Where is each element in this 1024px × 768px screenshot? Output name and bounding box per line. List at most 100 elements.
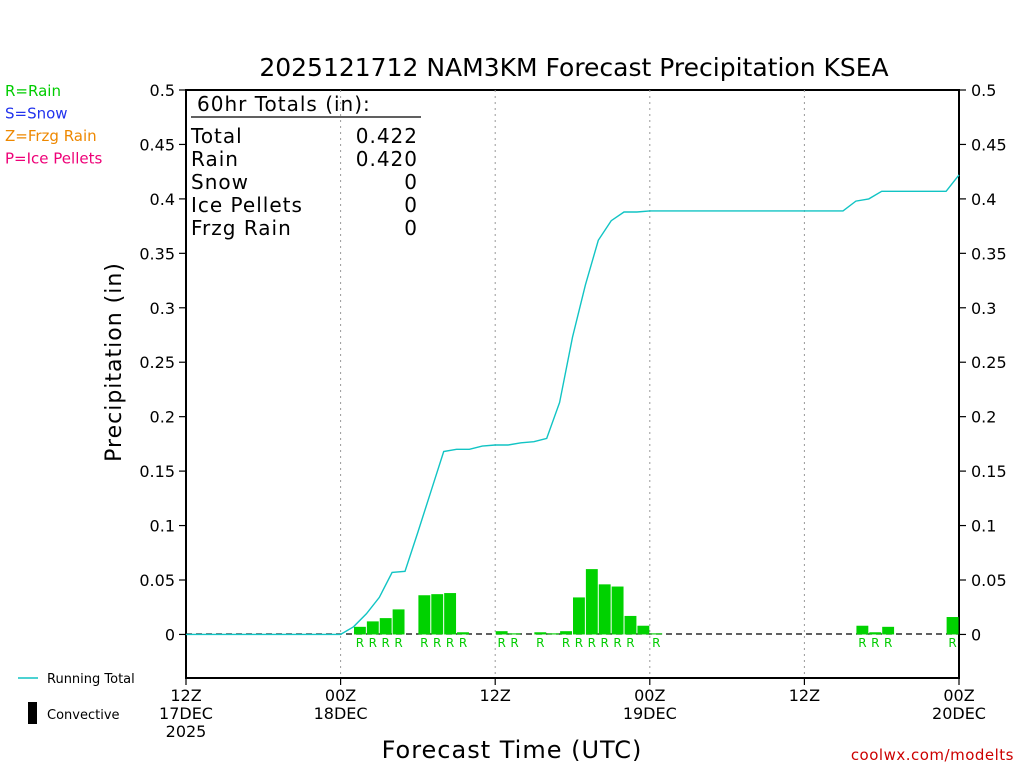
y-tick-label-left: 0.45 [139, 135, 175, 154]
totals-heading: 60hr Totals (in): [197, 92, 371, 116]
precip-bar [882, 626, 895, 635]
x-tick-label: 12Z [170, 686, 201, 705]
x-tick-label: 12Z [480, 686, 511, 705]
x-tick-label: 00Z [634, 686, 665, 705]
legend-label: Running Total [47, 672, 135, 687]
precip-bar [611, 586, 624, 635]
totals-row-value: 0 [404, 193, 418, 217]
x-tick-label: 00Z [325, 686, 356, 705]
precip-type-marker: R [575, 636, 583, 650]
totals-row-value: 0.420 [356, 147, 418, 171]
y-tick-label-right: 0.3 [971, 299, 996, 318]
precip-type-marker: R [871, 636, 879, 650]
y-tick-label-left: 0.05 [139, 571, 175, 590]
precip-bar [379, 618, 392, 635]
y-tick-label-left: 0.35 [139, 244, 175, 263]
precip-type-marker: R [652, 636, 660, 650]
y-tick-label-left: 0.3 [150, 299, 175, 318]
y-tick-label-left: 0.2 [150, 408, 175, 427]
precip-bar [508, 633, 521, 635]
precip-bar [392, 609, 405, 635]
precip-type-legend-item: Z=Frzg Rain [5, 127, 97, 145]
precip-type-marker: R [382, 636, 390, 650]
legend-label: Convective [47, 708, 120, 723]
y-tick-label-right: 0.05 [971, 571, 1007, 590]
precip-type-marker: R [884, 636, 892, 650]
y-tick-label-left: 0 [165, 625, 175, 644]
precip-bar [573, 597, 585, 635]
precip-bar [946, 617, 959, 635]
x-tick-label: 18DEC [314, 704, 368, 723]
precip-type-marker: R [356, 636, 364, 650]
x-tick-label: 12Z [789, 686, 820, 705]
precip-bar [534, 632, 547, 635]
precip-bar [366, 621, 379, 635]
running-total-line [186, 174, 960, 636]
precip-bar [495, 631, 508, 635]
precip-type-marker: R [601, 636, 609, 650]
precip-type-marker: R [446, 636, 454, 650]
x-tick-label: 00Z [943, 686, 974, 705]
precip-type-legend: R=Rain S=Snow Z=Frzg Rain P=Ice Pellets [5, 82, 102, 168]
y-tick-label-left: 0.4 [150, 190, 175, 209]
totals-row-label: Ice Pellets [191, 193, 303, 217]
precip-type-legend-item: R=Rain [5, 82, 61, 100]
totals-box: 60hr Totals (in): Total 0.422 Rain 0.420 Sno… [190, 92, 421, 240]
hourly-precip-bars [353, 569, 959, 635]
precip-type-marker: R [497, 636, 505, 650]
totals-row-value: 0 [404, 216, 418, 240]
chart-title: 2025121712 NAM3KM Forecast Precipitation… [259, 53, 888, 82]
y-tick-label-right: 0.2 [971, 408, 996, 427]
y-axis-label: Precipitation (in) [102, 262, 127, 462]
y-tick-label-right: 0.5 [971, 81, 996, 100]
y-tick-label-right: 0.35 [971, 244, 1007, 263]
y-tick-label-left: 0.1 [150, 517, 175, 536]
y-tick-label-right: 0.1 [971, 517, 996, 536]
vertical-gridlines [340, 90, 805, 678]
y-tick-label-right: 0.25 [971, 353, 1007, 372]
precip-bar [431, 594, 444, 635]
precip-type-marker: R [369, 636, 377, 650]
precip-bar [856, 625, 869, 635]
precip-bar [444, 593, 457, 635]
precip-type-marker: R [626, 636, 634, 650]
precip-bar [353, 626, 366, 635]
y-tick-label-right: 0.4 [971, 190, 996, 209]
y-tick-label-left: 0.5 [150, 81, 175, 100]
y-tick-label-left: 0.15 [139, 462, 175, 481]
precip-bar [650, 633, 663, 635]
y-tick-label-right: 0.45 [971, 135, 1007, 154]
credit-text: coolwx.com/modelts [851, 746, 1014, 764]
x-tick-label: 20DEC [932, 704, 986, 723]
precip-type-marker: R [588, 636, 596, 650]
x-axis-label: Forecast Time (UTC) [382, 736, 643, 764]
precip-type-marker: R [510, 636, 518, 650]
x-tick-label: 19DEC [623, 704, 677, 723]
totals-row-value: 0.422 [356, 124, 418, 148]
precip-type-legend-item: S=Snow [5, 105, 68, 123]
precip-type-marker: R [536, 636, 544, 650]
precip-type-marker: R [613, 636, 621, 650]
plot-frame [185, 89, 960, 679]
totals-row-value: 0 [404, 170, 418, 194]
totals-row-label: Frzg Rain [191, 216, 292, 240]
precip-bar [418, 595, 431, 635]
precip-type-marker: R [948, 636, 956, 650]
precip-type-marker: R [394, 636, 402, 650]
y-tick-label-right: 0.15 [971, 462, 1007, 481]
totals-row-label: Snow [191, 170, 249, 194]
precip-bar [560, 631, 572, 635]
legend-bar-symbol [28, 702, 37, 724]
precip-bar [869, 632, 882, 635]
y-axis-ticks: 0 00.05 0.050.1 0.10.15 0.150.2 0.20.25 0.250.… [139, 81, 1006, 644]
precip-bar [624, 615, 637, 635]
precip-bar [547, 633, 560, 635]
precip-bar [585, 569, 598, 635]
precip-type-marker: R [858, 636, 866, 650]
totals-row-label: Rain [191, 147, 239, 171]
x-tick-label: 2025 [166, 722, 207, 741]
y-tick-label-right: 0 [971, 625, 981, 644]
